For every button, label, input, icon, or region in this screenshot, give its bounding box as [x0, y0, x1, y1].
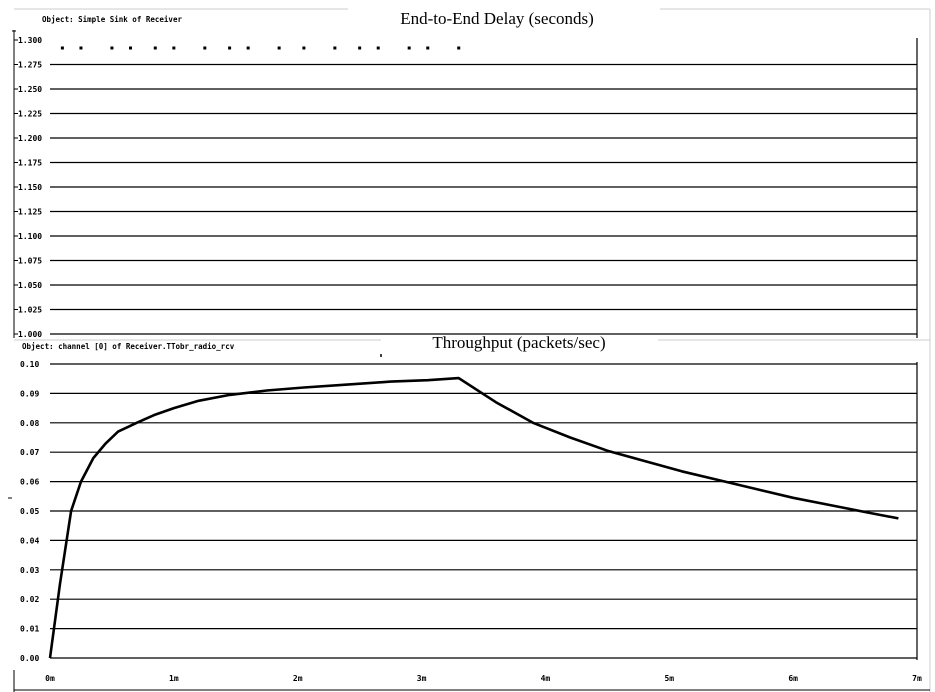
throughput-x-tick-label: 5m: [664, 674, 674, 683]
delay-gridlines: [12, 8, 931, 692]
throughput-y-tick-label: 0.07: [20, 448, 39, 457]
throughput-x-tick-label: 0m: [45, 674, 55, 683]
throughput-series: [48, 376, 899, 659]
delay-y-tick-label: 1.150: [18, 183, 42, 192]
delay-object-label: Object: Simple Sink of Receiver: [42, 15, 182, 24]
throughput-y-tick-label: 0.05: [20, 507, 39, 516]
delay-y-tick-label: 1.200: [18, 134, 42, 143]
delay-y-tick-label: 1.125: [18, 208, 42, 217]
throughput-panel: Object: channel [0] of Receiver.TTobr_ra…: [8, 333, 930, 692]
delay-point: [153, 46, 157, 50]
throughput-y-tick-label: 0.02: [20, 595, 39, 604]
delay-y-tick-label: 1.300: [18, 36, 42, 45]
throughput-y-tick-label: 0.09: [20, 389, 39, 398]
throughput-y-tick-label: 0.01: [20, 625, 39, 634]
delay-point: [407, 46, 411, 50]
throughput-x-tick-labels: 0m 1m 2m 3m 4m 5m 6m 7m: [45, 674, 922, 683]
delay-point: [376, 46, 380, 50]
delay-y-tick-label: 1.175: [18, 159, 42, 168]
delay-y-tick-label: 1.250: [18, 85, 42, 94]
throughput-y-tick-label: 0.03: [20, 566, 39, 575]
delay-point: [228, 46, 232, 50]
delay-point: [60, 46, 64, 50]
end-to-end-delay-panel: Object: Simple Sink of Receiver End-to-E…: [12, 8, 931, 692]
delay-point: [333, 46, 337, 50]
delay-y-tick-labels: 1.300 1.275 1.250 1.225 1.200 1.175 1.150 1.125…: [18, 36, 42, 339]
delay-y-tick-label: 1.025: [18, 306, 42, 315]
delay-point: [426, 46, 430, 50]
delay-point: [203, 46, 207, 50]
delay-point: [277, 46, 281, 50]
throughput-x-tick-label: 1m: [169, 674, 179, 683]
throughput-x-tick-label: 7m: [912, 674, 922, 683]
delay-point: [246, 46, 250, 50]
throughput-x-tick-label: 3m: [417, 674, 427, 683]
throughput-y-tick-label: 0.06: [20, 478, 39, 487]
delay-y-tick-label: 1.100: [18, 232, 42, 241]
throughput-y-tick-label: 0.08: [20, 419, 39, 428]
delay-chart-title: End-to-End Delay (seconds): [400, 9, 594, 28]
throughput-x-tick-label: 6m: [788, 674, 798, 683]
throughput-object-label: Object: channel [0] of Receiver.TTobr_ra…: [22, 342, 235, 351]
throughput-y-tick-label: 0.04: [20, 536, 39, 545]
delay-point: [457, 46, 461, 50]
delay-data-points: [60, 46, 461, 50]
delay-y-tick-label: 1.000: [18, 330, 42, 339]
delay-y-tick-label: 1.075: [18, 257, 42, 266]
delay-point: [79, 46, 83, 50]
delay-point: [110, 46, 114, 50]
throughput-y-tick-labels: 0.10 0.09 0.08 0.07 0.06 0.05 0.04 0.03 0.02 0.01…: [20, 360, 39, 663]
throughput-line: [48, 376, 899, 659]
throughput-x-tick-label: 2m: [293, 674, 303, 683]
throughput-chart-title: Throughput (packets/sec): [432, 333, 605, 352]
delay-y-tick-label: 1.050: [18, 281, 42, 290]
delay-point: [129, 46, 133, 50]
throughput-y-tick-label: 0.00: [20, 654, 39, 663]
delay-y-tick-label: 1.275: [18, 61, 42, 70]
delay-point: [302, 46, 306, 50]
throughput-x-tick-label: 4m: [541, 674, 551, 683]
throughput-gridlines: [8, 339, 930, 692]
throughput-y-tick-label: 0.10: [20, 360, 39, 369]
delay-y-tick-label: 1.225: [18, 110, 42, 119]
delay-point: [358, 46, 362, 50]
delay-point: [172, 46, 176, 50]
